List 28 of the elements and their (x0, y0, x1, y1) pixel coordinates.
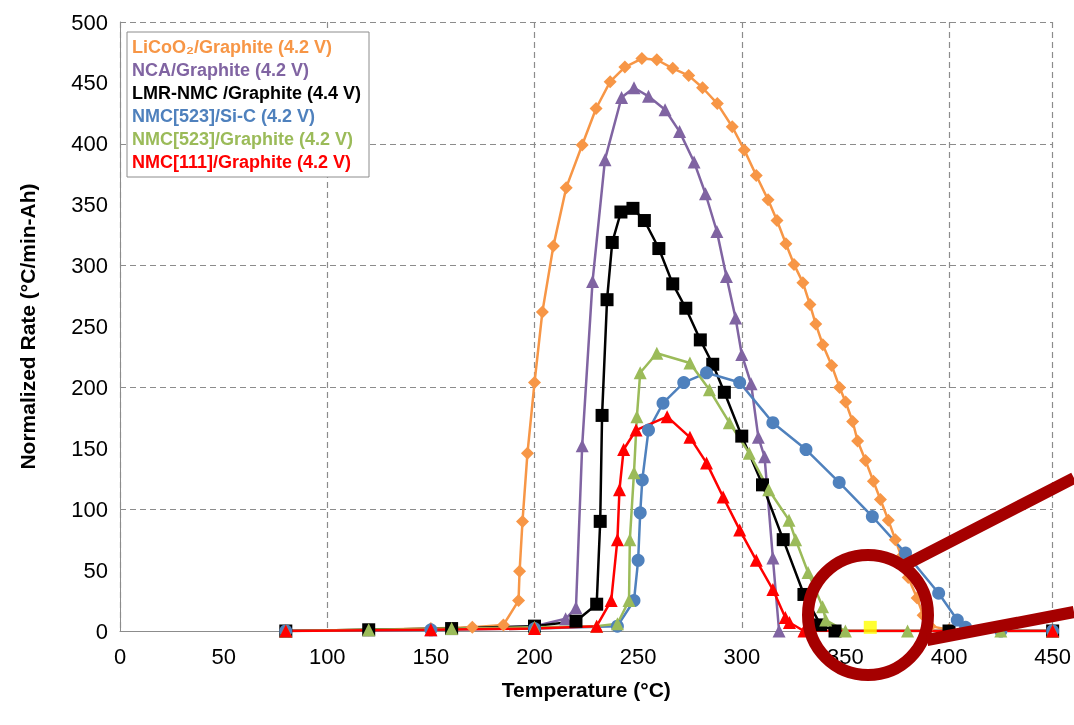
y-tick-label: 500 (71, 9, 108, 35)
x-tick-label: 300 (723, 643, 761, 669)
y-tick-label: 200 (71, 374, 108, 400)
text: NMC[523]/Si-C (4.2 V) (132, 106, 316, 126)
y-tick-label: 300 (71, 253, 108, 279)
x-tick-label: 0 (113, 643, 127, 669)
y-tick-label: 450 (71, 70, 108, 96)
text: LiCoO₂/Graphite (4.2 V) (132, 37, 333, 57)
x-tick-label: 50 (211, 643, 236, 669)
y-tick-label: 400 (71, 131, 108, 157)
y-tick-label: 100 (71, 496, 108, 522)
text: NCA/Graphite (4.2 V) (132, 60, 310, 80)
x-axis-title: Temperature (°C) (501, 678, 671, 701)
text: LMR-NMC /Graphite (4.4 V) (132, 83, 362, 103)
x-tick-label: 200 (516, 643, 553, 669)
y-tick-label: 250 (71, 314, 108, 339)
y-tick-label: 350 (71, 192, 108, 218)
x-tick-label: 150 (412, 643, 450, 669)
y-tick-label: 0 (95, 618, 108, 644)
x-tick-label: 100 (308, 643, 346, 669)
x-tick-label: 400 (930, 643, 968, 669)
y-tick-label: 50 (83, 557, 108, 583)
x-tick-label: 250 (619, 643, 657, 669)
x-tick-label: 450 (1034, 643, 1072, 669)
y-axis-title: Normalized Rate (°C/min-Ah) (16, 183, 39, 470)
text: NMC[523]/Graphite (4.2 V) (132, 129, 354, 149)
y-tick-label: 150 (71, 435, 108, 461)
text: NMC[111]/Graphite (4.2 V) (132, 152, 352, 172)
